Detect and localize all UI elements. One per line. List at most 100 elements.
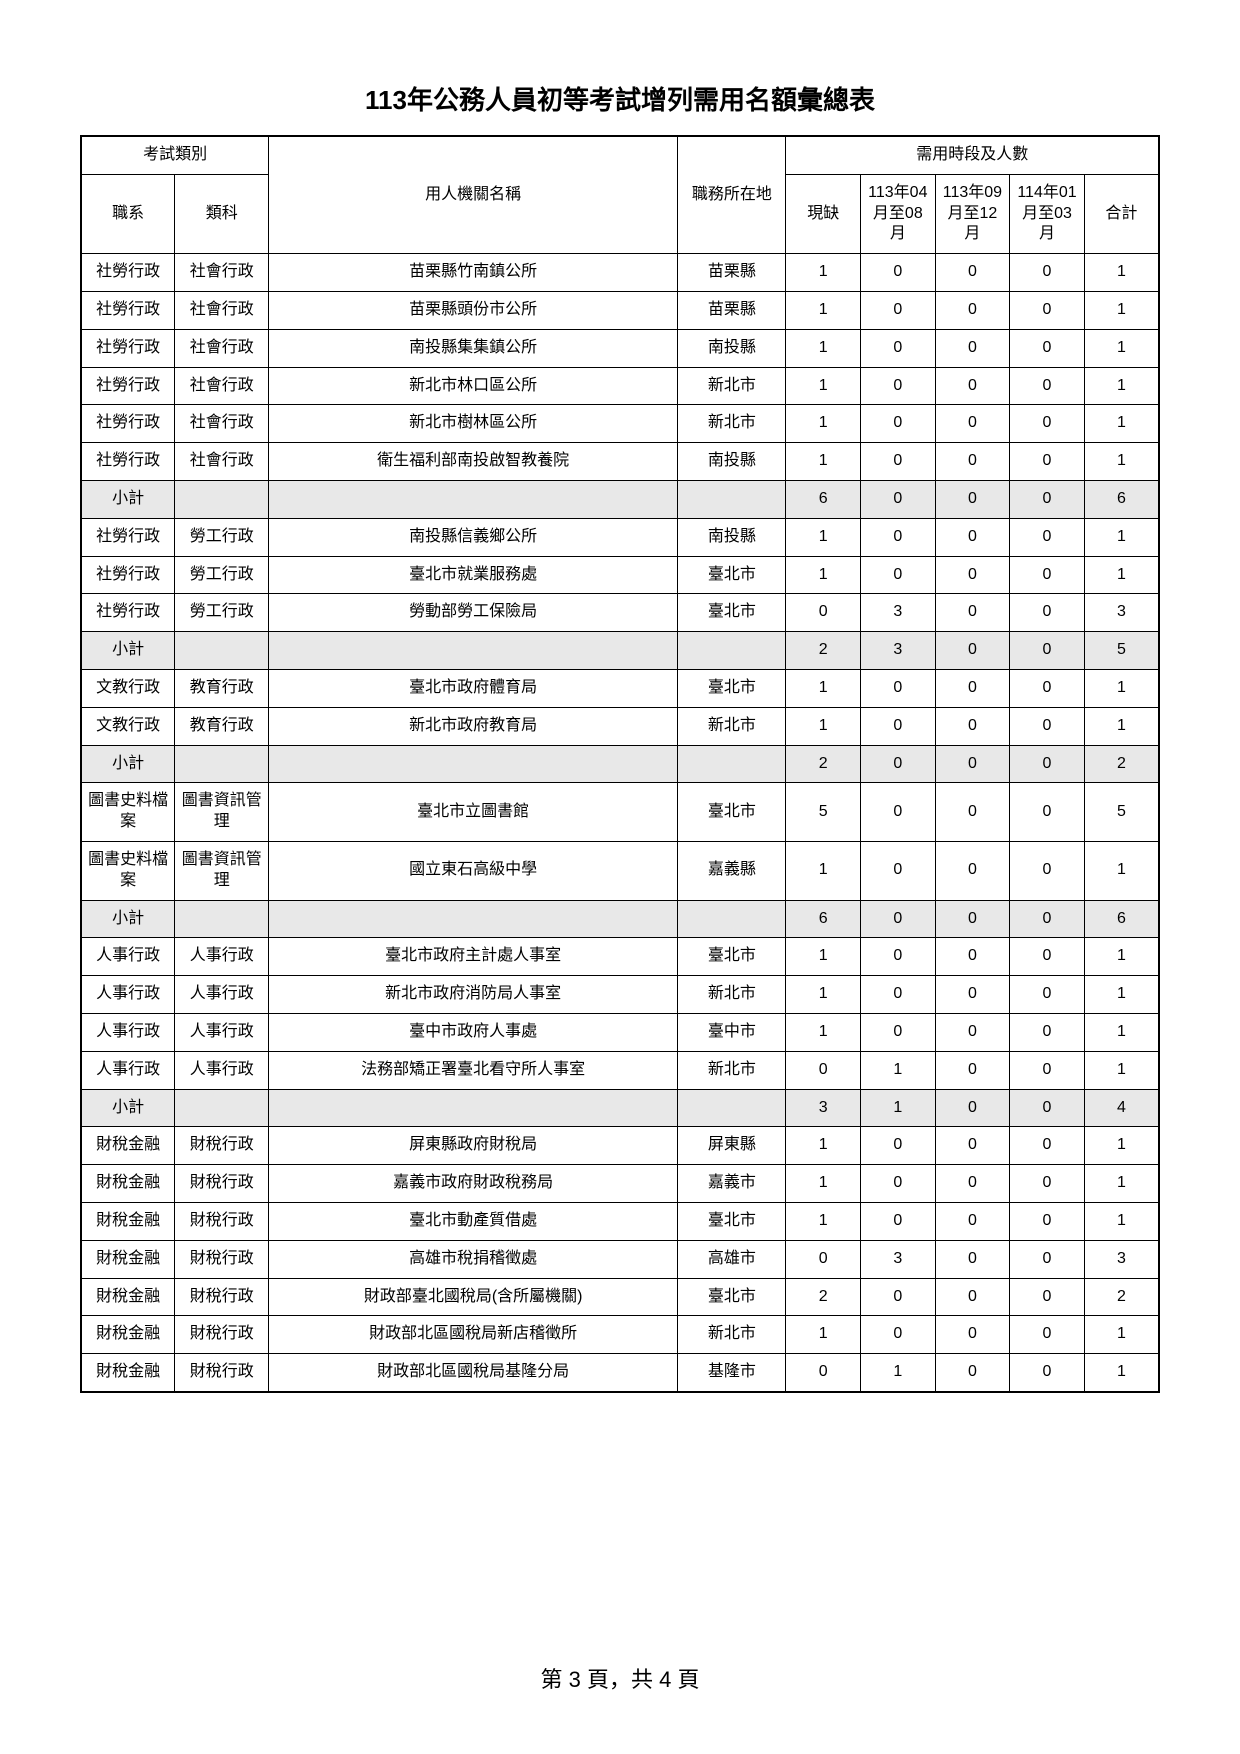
cell-p1: 0: [861, 556, 936, 594]
cell-p3: 0: [1010, 783, 1085, 842]
th-series: 職系: [81, 174, 175, 253]
cell-category: 人事行政: [175, 938, 269, 976]
cell-p3: 0: [1010, 367, 1085, 405]
cell-total: 1: [1084, 291, 1159, 329]
cell-agency: 財政部北區國稅局基隆分局: [269, 1354, 678, 1392]
cell-p1: 0: [861, 443, 936, 481]
cell-p1: 0: [861, 745, 936, 783]
cell-p1: 0: [861, 1278, 936, 1316]
cell-agency: 新北市政府消防局人事室: [269, 976, 678, 1014]
cell-p3: 0: [1010, 841, 1085, 900]
cell-p3: 0: [1010, 1354, 1085, 1392]
cell-total: 1: [1084, 518, 1159, 556]
cell-p2: 0: [935, 518, 1010, 556]
cell-p1: 0: [861, 329, 936, 367]
cell-p1: 0: [861, 1316, 936, 1354]
cell-total: 1: [1084, 1127, 1159, 1165]
cell-p1: 0: [861, 291, 936, 329]
cell-total: 1: [1084, 556, 1159, 594]
cell-p2: 0: [935, 1202, 1010, 1240]
cell-p2: 0: [935, 1165, 1010, 1203]
cell-category: 勞工行政: [175, 594, 269, 632]
cell-p1: 1: [861, 1354, 936, 1392]
cell-agency: 嘉義市政府財政稅務局: [269, 1165, 678, 1203]
cell-category: 社會行政: [175, 329, 269, 367]
cell-p3: 0: [1010, 291, 1085, 329]
cell-p1: 0: [861, 367, 936, 405]
cell-location: 嘉義縣: [678, 841, 786, 900]
cell-p2: 0: [935, 254, 1010, 292]
cell-p2: 0: [935, 1278, 1010, 1316]
cell-series: 社勞行政: [81, 367, 175, 405]
cell-current: 1: [786, 707, 861, 745]
cell-p3: 0: [1010, 329, 1085, 367]
cell-series: 社勞行政: [81, 594, 175, 632]
cell-category: 社會行政: [175, 405, 269, 443]
cell-total: 1: [1084, 938, 1159, 976]
cell-p2: 0: [935, 291, 1010, 329]
cell-total: 2: [1084, 1278, 1159, 1316]
th-current: 現缺: [786, 174, 861, 253]
cell-agency: 新北市樹林區公所: [269, 405, 678, 443]
cell-current: 1: [786, 976, 861, 1014]
cell-current: 2: [786, 632, 861, 670]
cell-current: 1: [786, 367, 861, 405]
cell-category: 財稅行政: [175, 1202, 269, 1240]
table-row: 文教行政教育行政臺北市政府體育局臺北市10001: [81, 669, 1159, 707]
cell-p1: 0: [861, 669, 936, 707]
cell-location: 新北市: [678, 1051, 786, 1089]
subtotal-label: 小計: [81, 745, 175, 783]
cell-total: 2: [1084, 745, 1159, 783]
cell-p3: 0: [1010, 669, 1085, 707]
cell-p3: 0: [1010, 1127, 1085, 1165]
cell-p3: 0: [1010, 745, 1085, 783]
cell-p3: 0: [1010, 254, 1085, 292]
cell-series: 人事行政: [81, 976, 175, 1014]
cell-p3: 0: [1010, 900, 1085, 938]
cell-location: 新北市: [678, 976, 786, 1014]
th-period-group: 需用時段及人數: [786, 136, 1159, 174]
cell-current: 1: [786, 841, 861, 900]
cell-p1: 0: [861, 480, 936, 518]
subtotal-row: 小計31004: [81, 1089, 1159, 1127]
cell-series: 社勞行政: [81, 329, 175, 367]
subtotal-row: 小計60006: [81, 900, 1159, 938]
cell-p2: 0: [935, 976, 1010, 1014]
cell-series: 財稅金融: [81, 1316, 175, 1354]
page-title: 113年公務人員初等考試增列需用名額彙總表: [80, 80, 1160, 117]
cell-series: 財稅金融: [81, 1127, 175, 1165]
cell-agency: 勞動部勞工保險局: [269, 594, 678, 632]
cell-p1: 0: [861, 518, 936, 556]
cell-location: 臺北市: [678, 938, 786, 976]
cell-p2: 0: [935, 745, 1010, 783]
cell-total: 1: [1084, 1165, 1159, 1203]
cell-current: 6: [786, 900, 861, 938]
cell-location: 南投縣: [678, 443, 786, 481]
cell-p1: 3: [861, 1240, 936, 1278]
cell-total: 1: [1084, 1354, 1159, 1392]
cell-p1: 0: [861, 707, 936, 745]
cell-current: 0: [786, 594, 861, 632]
subtotal-row: 小計20002: [81, 745, 1159, 783]
cell-total: 1: [1084, 1051, 1159, 1089]
cell-current: 1: [786, 669, 861, 707]
cell-p1: 0: [861, 900, 936, 938]
cell-p3: 0: [1010, 480, 1085, 518]
cell-agency: 臺中市政府人事處: [269, 1013, 678, 1051]
cell-series: 社勞行政: [81, 254, 175, 292]
cell-series: 人事行政: [81, 1051, 175, 1089]
cell-p2: 0: [935, 1316, 1010, 1354]
cell-p1: 1: [861, 1051, 936, 1089]
table-row: 財稅金融財稅行政嘉義市政府財政稅務局嘉義市10001: [81, 1165, 1159, 1203]
cell-category: 社會行政: [175, 254, 269, 292]
table-row: 財稅金融財稅行政臺北市動產質借處臺北市10001: [81, 1202, 1159, 1240]
cell-p2: 0: [935, 480, 1010, 518]
table-row: 社勞行政社會行政南投縣集集鎮公所南投縣10001: [81, 329, 1159, 367]
subtotal-row: 小計23005: [81, 632, 1159, 670]
cell-p3: 0: [1010, 976, 1085, 1014]
cell-location: 臺北市: [678, 1202, 786, 1240]
cell-total: 1: [1084, 669, 1159, 707]
cell-p3: 0: [1010, 1089, 1085, 1127]
cell-agency: 新北市林口區公所: [269, 367, 678, 405]
cell-p3: 0: [1010, 1240, 1085, 1278]
